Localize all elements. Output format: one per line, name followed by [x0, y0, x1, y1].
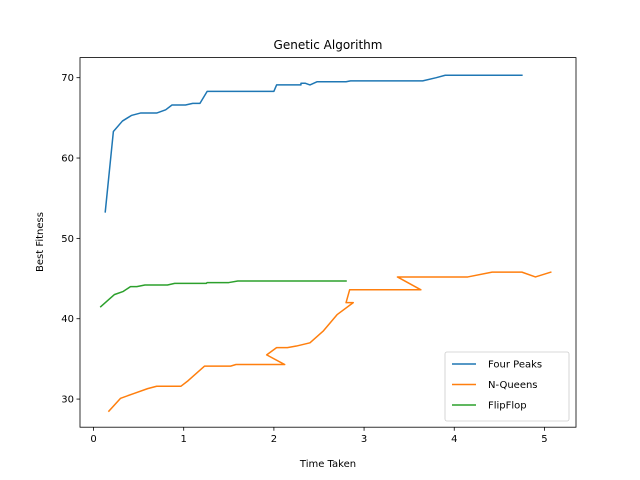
x-axis-label: Time Taken [299, 459, 356, 470]
x-tick-label: 2 [271, 434, 277, 445]
y-tick-label: 30 [61, 395, 74, 406]
series-layer [99, 74, 552, 413]
y-tick-label: 50 [61, 234, 74, 245]
x-axis-ticks: 0 1 2 3 4 5 [90, 427, 548, 445]
series-line-four-peaks [104, 74, 523, 213]
legend-items: Four Peaks N-Queens FlipFlop [452, 360, 542, 412]
legend-label-n-queens: N-Queens [488, 380, 538, 391]
y-axis-ticks: 30 40 50 60 70 [61, 73, 80, 406]
legend: Four Peaks N-Queens FlipFlop [444, 351, 570, 422]
y-tick-label: 70 [61, 73, 74, 84]
y-tick-label: 60 [61, 154, 74, 165]
x-tick-label: 0 [90, 434, 96, 445]
y-tick-label: 40 [61, 314, 74, 325]
series-line-n-queens [107, 271, 552, 413]
x-tick-label: 1 [181, 434, 187, 445]
chart-title: Genetic Algorithm [274, 38, 383, 52]
series-line-flipflop [99, 280, 347, 308]
legend-label-four-peaks: Four Peaks [488, 360, 542, 371]
legend-box [444, 351, 570, 422]
legend-label-flipflop: FlipFlop [488, 401, 527, 412]
x-tick-label: 4 [451, 434, 457, 445]
axes-frame [79, 57, 577, 428]
y-axis-label: Best Fitness [35, 212, 46, 272]
plot-area: 0 1 2 3 4 5 30 40 50 60 70 [61, 57, 577, 445]
x-tick-label: 3 [361, 434, 367, 445]
x-tick-label: 5 [541, 434, 547, 445]
